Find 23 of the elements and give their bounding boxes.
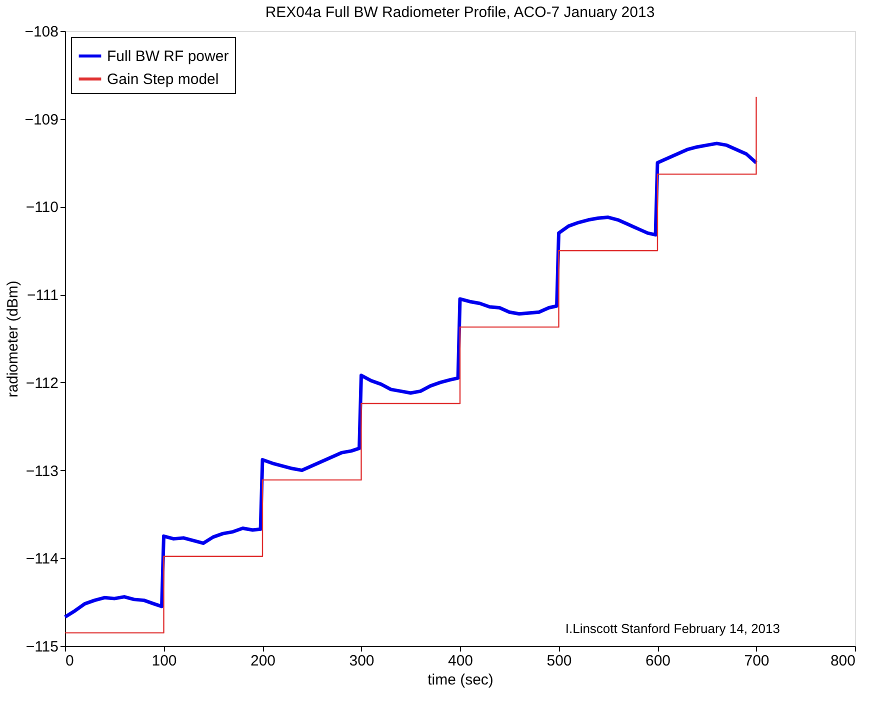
x-tick-label: 500 (546, 652, 572, 670)
chart-title: REX04a Full BW Radiometer Profile, ACO-7 January 2013 (265, 4, 655, 21)
y-axis-title: radiometer (dBm) (4, 280, 22, 398)
y-tick-label: −115 (26, 638, 58, 656)
y-tick-label: −108 (24, 24, 58, 40)
x-tick-label: 800 (830, 652, 856, 670)
x-tick-label: 700 (744, 652, 770, 670)
annotation: I.Linscott Stanford February 14, 2013 (565, 621, 780, 636)
y-tick-label: −114 (26, 550, 58, 568)
x-tick-label: 400 (448, 652, 474, 670)
y-tick-label: −113 (26, 462, 58, 480)
legend-label: Full BW RF power (107, 48, 229, 65)
legend-label: Gain Step model (107, 71, 219, 88)
x-axis-title: time (sec) (428, 672, 494, 688)
x-tick-label: 300 (349, 652, 374, 670)
x-tick-label: 200 (250, 652, 276, 670)
y-tick-label: −112 (26, 374, 58, 392)
x-tick-label: 600 (645, 652, 671, 670)
y-tick-label: −111 (26, 287, 58, 304)
y-tick-label: −110 (26, 199, 58, 216)
y-tick-label: −109 (24, 111, 58, 128)
x-tick-label: 0 (66, 652, 74, 670)
x-tick-label: 100 (152, 652, 177, 670)
